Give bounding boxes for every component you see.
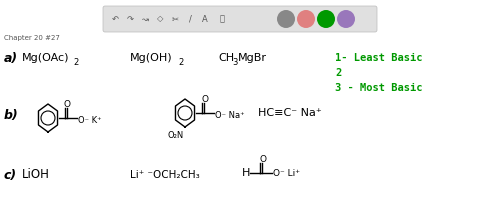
Text: 3: 3 <box>232 58 238 67</box>
Text: ↝: ↝ <box>142 15 148 24</box>
Text: Mg(OAc): Mg(OAc) <box>22 53 70 63</box>
Text: 2: 2 <box>178 58 183 67</box>
Text: ◇: ◇ <box>157 15 163 24</box>
Text: O⁻ Na⁺: O⁻ Na⁺ <box>215 110 245 119</box>
Text: a): a) <box>4 52 18 64</box>
Text: /: / <box>189 15 192 24</box>
Text: Mg(OH): Mg(OH) <box>130 53 173 63</box>
Circle shape <box>297 10 315 28</box>
Text: MgBr: MgBr <box>238 53 267 63</box>
Text: c): c) <box>4 168 17 181</box>
Text: ↷: ↷ <box>127 15 133 24</box>
Text: HC≡C⁻ Na⁺: HC≡C⁻ Na⁺ <box>258 108 322 118</box>
Text: 2: 2 <box>73 58 78 67</box>
Text: ⬜: ⬜ <box>219 15 225 24</box>
Text: O₂N: O₂N <box>167 131 183 140</box>
Text: b): b) <box>4 108 19 122</box>
Text: 3 - Most Basic: 3 - Most Basic <box>335 83 422 93</box>
Text: O⁻ Li⁺: O⁻ Li⁺ <box>273 169 300 178</box>
Circle shape <box>337 10 355 28</box>
Text: O: O <box>260 155 267 163</box>
Text: O⁻ K⁺: O⁻ K⁺ <box>78 116 102 125</box>
Circle shape <box>317 10 335 28</box>
Text: A: A <box>202 15 208 24</box>
Text: Chapter 20 #27: Chapter 20 #27 <box>4 35 60 41</box>
Text: ✂: ✂ <box>171 15 179 24</box>
Text: H: H <box>242 168 251 178</box>
Text: O: O <box>201 95 208 104</box>
Text: 1- Least Basic: 1- Least Basic <box>335 53 422 63</box>
Text: O: O <box>64 100 71 108</box>
Text: CH: CH <box>218 53 234 63</box>
Text: Li⁺ ⁻OCH₂CH₃: Li⁺ ⁻OCH₂CH₃ <box>130 170 200 180</box>
Text: ↶: ↶ <box>111 15 119 24</box>
Text: LiOH: LiOH <box>22 168 50 181</box>
FancyBboxPatch shape <box>103 6 377 32</box>
Text: 2: 2 <box>335 68 341 78</box>
Circle shape <box>277 10 295 28</box>
